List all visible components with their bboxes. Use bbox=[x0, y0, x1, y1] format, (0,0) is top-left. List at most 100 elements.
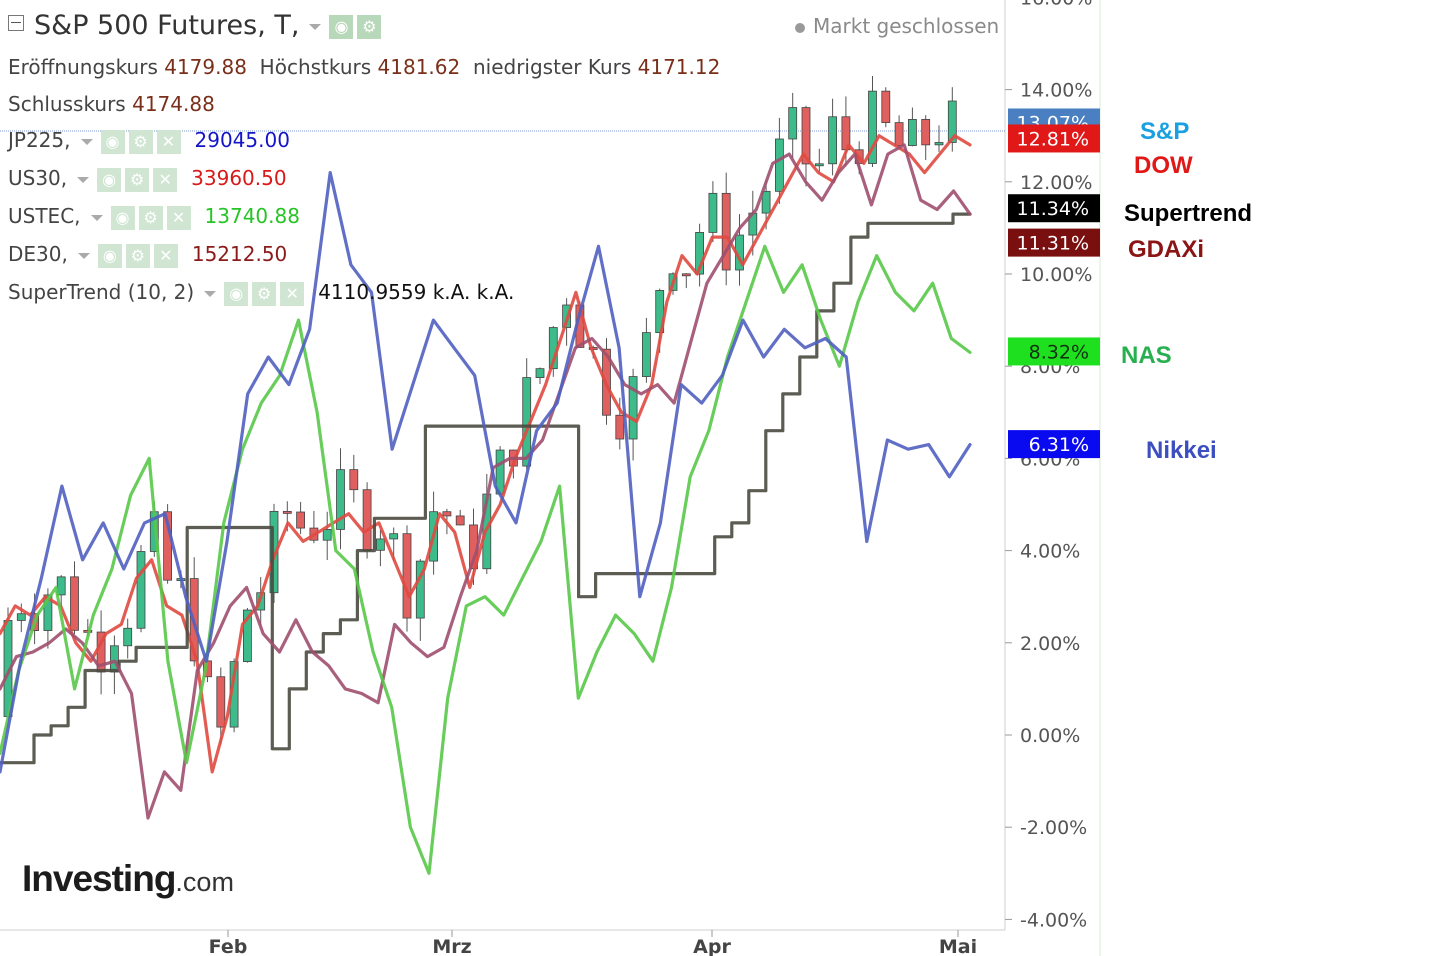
supertrend-line bbox=[0, 212, 972, 765]
candle-body bbox=[455, 515, 465, 526]
candle-body bbox=[921, 119, 931, 146]
s-p-legend-label: S&P bbox=[1140, 118, 1190, 145]
high-label: Höchstkurs bbox=[259, 55, 372, 79]
logo-main: Investing bbox=[22, 858, 176, 899]
candle-body bbox=[70, 576, 79, 631]
nikkei-legend-label: Nikkei bbox=[1146, 437, 1217, 464]
candle-body bbox=[442, 511, 452, 517]
ohlc-row: Eröffnungskurs 4179.88 Höchstkurs 4181.6… bbox=[8, 55, 720, 79]
nas-badge-text: 8.32% bbox=[1029, 341, 1089, 363]
eye-icon[interactable]: ◉ bbox=[224, 281, 249, 306]
gear-icon[interactable]: ⚙ bbox=[125, 243, 150, 268]
candle-body bbox=[788, 107, 798, 140]
y-tick-label: 14.00% bbox=[1020, 80, 1092, 102]
candle-body bbox=[43, 594, 53, 631]
gdaxi-legend-label: GDAXi bbox=[1128, 236, 1205, 263]
eye-icon[interactable]: ◉ bbox=[97, 167, 122, 192]
candle-body bbox=[16, 613, 26, 621]
indicator-name: JP225, bbox=[8, 128, 71, 152]
dow-badge bbox=[1008, 124, 1100, 153]
nas-legend-label: NAS bbox=[1121, 342, 1172, 369]
candle-body bbox=[868, 90, 877, 164]
candle-body bbox=[908, 119, 917, 146]
x-axis: Feb Mrz Apr Mai bbox=[209, 930, 977, 956]
indicator-row[interactable]: JP225, ◉ ⚙ ✕ 29045.00 bbox=[8, 128, 290, 154]
gdaxi-badge bbox=[1008, 228, 1100, 257]
close-icon[interactable]: ✕ bbox=[166, 205, 191, 230]
close-icon[interactable]: ✕ bbox=[153, 167, 178, 192]
chevron-down-icon[interactable] bbox=[77, 252, 90, 259]
gear-icon[interactable]: ⚙ bbox=[138, 205, 163, 230]
gear-icon[interactable]: ⚙ bbox=[128, 129, 153, 154]
candle-body bbox=[402, 533, 412, 619]
candle-body bbox=[349, 469, 359, 491]
close-icon[interactable]: ✕ bbox=[156, 129, 181, 154]
eye-icon[interactable]: ◉ bbox=[100, 129, 125, 154]
close-icon[interactable]: ✕ bbox=[153, 243, 178, 268]
candle-body bbox=[216, 676, 226, 728]
candle-body bbox=[695, 232, 704, 275]
high-value: 4181.62 bbox=[377, 55, 461, 79]
close-row: Schlusskurs 4174.88 bbox=[8, 92, 215, 116]
indicator-row[interactable]: USTEC, ◉ ⚙ ✕ 13740.88 bbox=[8, 204, 300, 230]
gear-icon[interactable]: ⚙ bbox=[252, 281, 277, 306]
nikkei-badge-text: 6.31% bbox=[1029, 434, 1089, 456]
indicator-name: US30, bbox=[8, 166, 68, 190]
y-tick-label: 0.00% bbox=[1020, 725, 1080, 747]
candle-body bbox=[934, 142, 944, 146]
candle-body bbox=[269, 510, 279, 594]
eye-icon[interactable]: ◉ bbox=[97, 243, 122, 268]
status-dot-icon bbox=[795, 22, 805, 33]
x-tick-label: Feb bbox=[209, 936, 248, 956]
nikkei-badge bbox=[1008, 430, 1100, 459]
indicator-name: USTEC, bbox=[8, 204, 81, 228]
y-tick-label: 4.00% bbox=[1020, 541, 1080, 563]
candle-body bbox=[535, 368, 545, 378]
candle-body bbox=[947, 100, 957, 143]
candle-body bbox=[721, 192, 731, 271]
market-status: Markt geschlossen bbox=[795, 14, 999, 38]
candle-body bbox=[336, 469, 345, 530]
last-value-badges: 13.07%12.81%11.34%11.31%8.32%6.31% bbox=[1008, 108, 1100, 459]
candle-body bbox=[681, 273, 691, 277]
candle-body bbox=[322, 529, 332, 541]
chevron-down-icon[interactable] bbox=[204, 290, 217, 297]
indicator-name: SuperTrend (10, 2) bbox=[8, 280, 195, 304]
candle-body bbox=[56, 576, 66, 596]
eye-icon[interactable]: ◉ bbox=[110, 205, 135, 230]
market-status-text: Markt geschlossen bbox=[813, 14, 1000, 38]
close-icon[interactable]: ✕ bbox=[280, 281, 305, 306]
open-value: 4179.88 bbox=[164, 55, 247, 79]
candle-body bbox=[628, 376, 638, 440]
chart-title: S&P 500 Futures, T, bbox=[34, 10, 300, 41]
indicator-row[interactable]: US30, ◉ ⚙ ✕ 33960.50 bbox=[8, 166, 287, 192]
eye-icon[interactable]: ◉ bbox=[329, 14, 354, 39]
gear-icon[interactable]: ⚙ bbox=[125, 167, 150, 192]
chevron-down-icon[interactable] bbox=[77, 176, 90, 183]
chevron-down-icon[interactable] bbox=[80, 138, 93, 145]
chevron-down-icon[interactable] bbox=[90, 214, 103, 221]
gear-icon[interactable]: ⚙ bbox=[357, 14, 382, 39]
candle-body bbox=[415, 560, 425, 619]
chevron-down-icon[interactable] bbox=[309, 23, 322, 30]
open-label: Eröffnungskurs bbox=[8, 55, 158, 79]
x-tick-label: Mrz bbox=[432, 936, 471, 956]
supertrend-badge-text: 11.34% bbox=[1017, 198, 1089, 220]
close-value: 4174.88 bbox=[132, 92, 215, 116]
investing-logo: Investing.com bbox=[22, 858, 234, 900]
x-tick-label: Apr bbox=[693, 936, 731, 956]
low-label: niedrigster Kurs bbox=[472, 55, 632, 79]
candle-body bbox=[242, 609, 252, 662]
candle-body bbox=[136, 551, 146, 629]
indicator-row[interactable]: SuperTrend (10, 2) ◉ ⚙ ✕ 4110.9559 k.A. k.A. bbox=[8, 280, 514, 306]
candle-body bbox=[642, 332, 651, 377]
x-tick-label: Mai bbox=[939, 936, 977, 956]
gdaxi-badge-text: 11.31% bbox=[1017, 233, 1089, 255]
nikkei-line bbox=[0, 171, 972, 774]
indicator-value: 15212.50 bbox=[191, 242, 288, 266]
indicator-row[interactable]: DE30, ◉ ⚙ ✕ 15212.50 bbox=[8, 242, 287, 268]
candle-body bbox=[775, 138, 784, 192]
collapse-icon[interactable] bbox=[8, 15, 24, 31]
candle-body bbox=[894, 122, 904, 146]
